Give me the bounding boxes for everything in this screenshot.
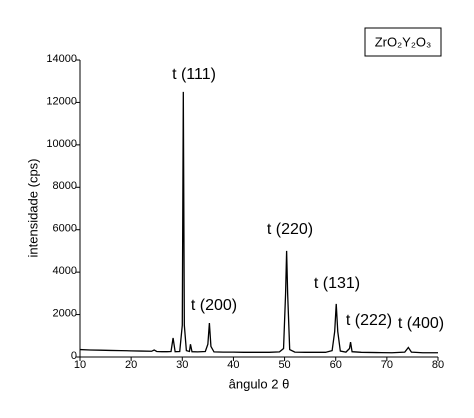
y-tick-label: 8000 <box>53 180 77 192</box>
x-tick-label: 20 <box>125 359 137 371</box>
peak-annotation: t (222) <box>346 312 392 329</box>
x-tick-label: 80 <box>432 359 444 371</box>
legend-box <box>364 27 442 57</box>
x-tick-label: 50 <box>278 359 290 371</box>
y-tick-label: 0 <box>71 350 77 362</box>
y-tick-label: 14000 <box>46 53 77 65</box>
y-tick-label: 12000 <box>46 95 77 107</box>
x-tick-label: 70 <box>381 359 393 371</box>
peak-annotation: t (131) <box>314 275 360 292</box>
peak-annotation: t (400) <box>398 315 444 332</box>
x-axis-label: ângulo 2 θ <box>229 376 290 391</box>
x-tick-label: 30 <box>176 359 188 371</box>
data-line <box>79 91 438 354</box>
y-axis-label: intensidade (cps) <box>25 159 40 258</box>
y-tick-label: 10000 <box>46 138 77 150</box>
peak-annotation: t (200) <box>191 297 237 314</box>
y-tick-label: 2000 <box>53 307 77 319</box>
x-tick-label: 60 <box>330 359 342 371</box>
legend-label: ZrO₂Y₂O₃ <box>375 34 432 49</box>
peak-annotation: t (111) <box>172 66 216 83</box>
peak-annotation: t (220) <box>267 221 313 238</box>
y-tick-label: 6000 <box>53 223 77 235</box>
x-tick-label: 10 <box>74 359 86 371</box>
y-tick-label: 4000 <box>53 265 77 277</box>
x-tick-label: 40 <box>227 359 239 371</box>
